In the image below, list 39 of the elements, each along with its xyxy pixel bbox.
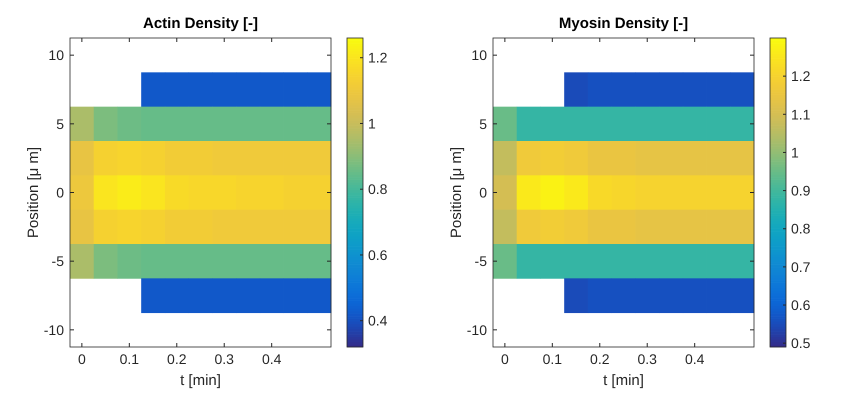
x-tick-label: 0.1 (120, 351, 140, 367)
color-bar-label: 0.6 (791, 297, 811, 314)
x-tick-label: 0 (500, 351, 509, 367)
x-tick-label: 0.3 (214, 351, 234, 367)
x-tick-label: 0.2 (590, 351, 610, 367)
color-bar-label: 1.2 (791, 68, 811, 84)
color-bar-label: 0.4 (368, 312, 388, 329)
x-axis-title: t [min] (180, 372, 221, 389)
color-bar-label: 0.5 (791, 335, 811, 352)
y-tick-label: -5 (52, 253, 64, 270)
y-tick-label: 10 (471, 47, 488, 64)
chart-title: Myosin Density [-] (558, 15, 688, 32)
y-tick-label: 5 (479, 116, 488, 132)
y-axis-title: Position [μ m] (25, 146, 42, 238)
color-bar-label: 0.9 (791, 182, 811, 199)
color-bar-label: 0.8 (368, 181, 388, 198)
y-tick-label: 5 (56, 116, 64, 132)
x-tick-label: 0.2 (167, 351, 187, 367)
x-tick-label: 0.3 (637, 351, 658, 367)
color-bar-label: 1 (368, 115, 376, 132)
y-tick-label: -10 (44, 322, 64, 338)
color-bar-label: 1.2 (368, 50, 388, 66)
y-tick-label: -10 (466, 322, 488, 338)
y-tick-label: 10 (48, 47, 64, 64)
y-tick-label: 0 (56, 184, 64, 200)
x-tick-label: 0.1 (542, 351, 562, 367)
color-bar-label: 0.6 (368, 246, 388, 263)
color-bar-label: 1 (791, 144, 799, 160)
x-tick-label: 0.4 (684, 351, 705, 367)
y-tick-label: -5 (474, 253, 488, 270)
x-axis-title: t [min] (603, 372, 644, 389)
x-tick-label: 0.4 (262, 351, 282, 367)
color-bar-label: 0.7 (791, 258, 811, 275)
color-bar-label: 0.8 (791, 220, 811, 237)
y-tick-label: 0 (479, 184, 488, 200)
color-bar-label: 1.1 (791, 106, 811, 122)
chart-title: Actin Density [-] (142, 15, 258, 32)
y-axis-title: Position [μ m] (448, 146, 465, 238)
x-tick-label: 0 (78, 351, 86, 367)
